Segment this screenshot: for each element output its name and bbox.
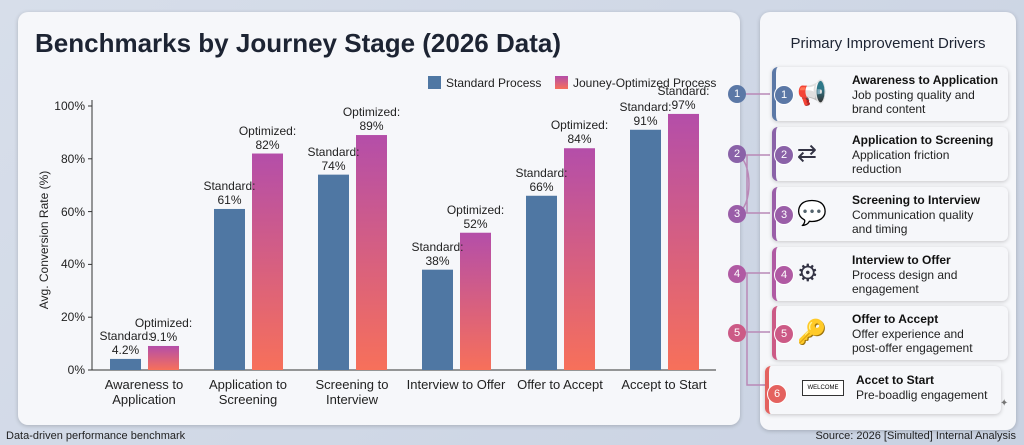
driver-title: Interview to Offer [852,253,951,267]
footer-left: Data-driven performance benchmark [6,430,186,442]
bar [526,195,557,370]
value-label: Optimized: 89% [342,105,401,134]
driver-number: 3 [774,205,794,225]
x-tick-label: Offer to Accept [517,377,603,392]
value-label: Standard: 97% [657,83,710,112]
value-label: Optimized: 84% [550,118,609,147]
driver-card [772,67,1008,121]
value-label: Standard: 38% [411,239,464,268]
driver-text: Process design and engagement [852,268,958,296]
x-tick-label: Application to Screening [208,377,288,407]
value-label: Standard: 91% [619,99,672,128]
icon-mark: ✦ [1000,398,1009,409]
driver-icon: 🔑 [797,319,827,346]
y-tick-label: 0% [67,363,85,377]
footer-right: Source: 2026 [Simulted] Internal Analysi… [815,430,1016,442]
bar [148,345,179,370]
driver-number: 6 [767,384,787,404]
value-label: Standard: 66% [515,165,568,194]
driver-number: 4 [774,265,794,285]
value-label: Standard: 4.2% [99,328,152,357]
bar [668,113,699,371]
value-label: Standard: 74% [307,144,360,173]
connector-number: 4 [728,265,746,283]
welcome-sign: WELCOME [802,380,844,396]
driver-card [772,187,1008,241]
y-tick-label: 60% [60,204,85,219]
driver-title: Offer to Accept [852,312,939,326]
bar [252,153,283,370]
drivers-title: Primary Improvement Drivers [790,35,986,52]
x-tick-label: Screening to Interview [315,377,389,407]
legend-label: Jouney-Optimized Process [573,76,717,90]
value-label: Optimized: 52% [446,202,505,231]
y-tick-label: 20% [60,310,85,325]
driver-title: Screening to Interview [852,193,981,207]
bar [356,135,387,370]
driver-text: Pre-boadlig engagement [856,388,988,402]
connector [736,93,770,386]
driver-number: 2 [774,145,794,165]
value-label: Standard: 61% [203,178,256,207]
bar [318,174,349,370]
driver-title: Awareness to Application [852,73,999,87]
driver-card [772,247,1008,301]
driver-text: Communication quality and timing [852,208,974,236]
y-tick-label: 40% [60,257,85,272]
driver-text: Offer experience and post-offer engageme… [852,327,973,355]
driver-number: 5 [774,324,794,344]
x-tick-label: Accept to Start [621,377,707,392]
bar [422,269,453,370]
driver-title: Accet to Start [856,373,935,387]
bar [460,232,491,370]
y-tick-label: 100% [54,99,85,113]
connector-number: 2 [728,145,746,163]
x-tick-label: Awareness to Application [104,377,184,407]
bar [214,208,245,370]
bar [564,148,595,370]
driver-icon: 💬 [797,200,827,227]
legend-swatch [555,76,568,89]
connector-number: 1 [728,85,746,103]
connector-number: 5 [728,324,746,342]
bar [110,358,141,370]
driver-number: 1 [774,85,794,105]
legend-label: Standard Process [446,76,542,90]
y-axis-label: Avg. Conversion Rate (%) [37,170,51,310]
driver-title: Application to Screening [852,133,994,147]
bar [630,129,661,370]
legend-swatch [428,76,441,89]
driver-card [772,306,1008,360]
driver-icon: ⚙ [797,260,819,287]
value-label: Optimized: 82% [238,123,297,152]
connector-number: 3 [728,205,746,223]
driver-text: Application friction reduction [852,148,950,176]
y-tick-label: 80% [60,151,85,166]
driver-icon: 📢 [797,80,827,107]
value-label: Optimized: 9.1% [134,315,193,344]
driver-text: Job posting quality and brand content [852,88,975,116]
chart-title: Benchmarks by Journey Stage (2026 Data) [35,28,561,58]
x-tick-label: Interview to Offer [406,377,506,392]
driver-icon: ⇄ [797,140,818,167]
